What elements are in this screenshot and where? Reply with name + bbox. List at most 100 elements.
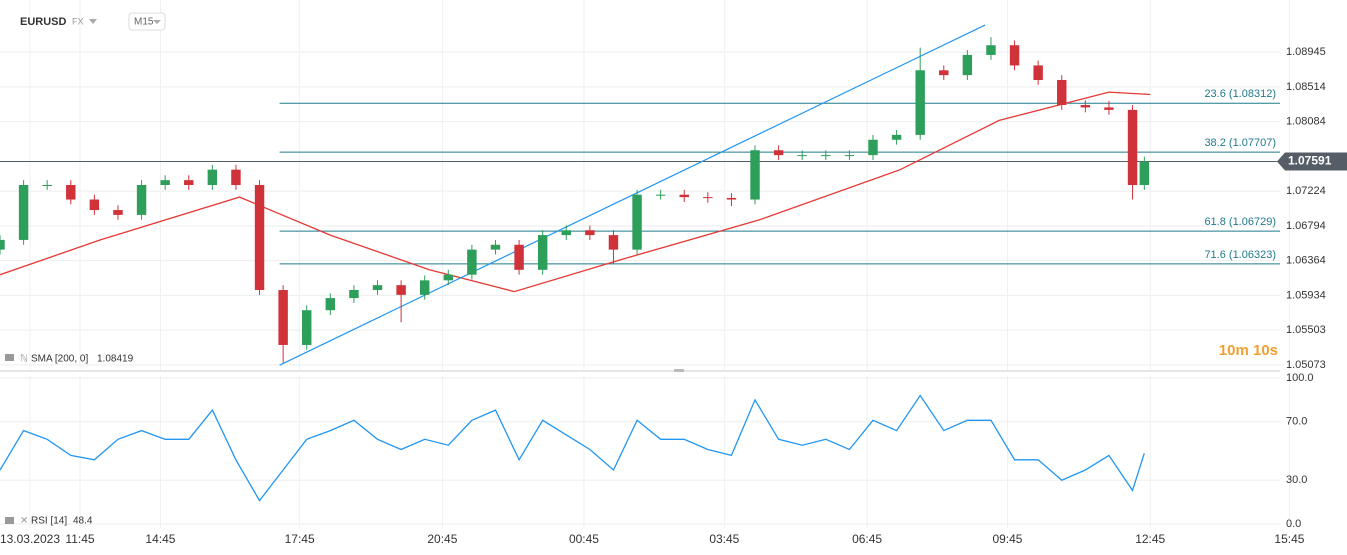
- candle-body: [726, 197, 737, 200]
- y-tick-label: 1.08945: [1286, 46, 1326, 58]
- x-tick-label: 15:45: [1274, 532, 1304, 546]
- candle-body: [113, 210, 123, 215]
- x-tick-label: 17:45: [285, 532, 315, 546]
- candle-body: [1009, 45, 1020, 66]
- countdown: 10m 10s: [1219, 342, 1278, 359]
- candle-body: [537, 235, 548, 270]
- panel-handle[interactable]: [674, 369, 684, 372]
- candle-body: [467, 249, 477, 275]
- candle-body: [585, 230, 595, 236]
- fib-label: 61.8 (1.06729): [1204, 216, 1276, 228]
- candle-body: [349, 290, 359, 299]
- y-tick-label: 30.0: [1286, 474, 1307, 486]
- x-tick-label: 20:45: [427, 532, 457, 546]
- y-tick-label: 1.05503: [1286, 324, 1326, 336]
- candle-body: [396, 285, 406, 295]
- candle-body: [1033, 65, 1043, 80]
- candle-body: [278, 290, 288, 345]
- y-tick-label: 1.06794: [1286, 220, 1326, 232]
- y-tick-label: 1.05934: [1286, 289, 1326, 301]
- candle-body: [561, 230, 571, 236]
- candle-body: [632, 194, 642, 250]
- timeframe[interactable]: M15: [134, 17, 154, 28]
- sma-label: SMA [200, 0]: [31, 354, 88, 365]
- candle-body: [443, 274, 454, 281]
- market: FX: [72, 16, 84, 26]
- candle-body: [18, 185, 29, 240]
- y-tick-label: 0.0: [1286, 518, 1301, 530]
- dropdown-arrow[interactable]: [153, 20, 161, 24]
- x-tick-label: 00:45: [569, 532, 599, 546]
- candle-body: [325, 298, 336, 311]
- x-tick-label: 09:45: [992, 532, 1022, 546]
- y-tick-label: 100.0: [1286, 372, 1314, 384]
- candle-body: [372, 285, 383, 291]
- x-tick-label: 13.03.2023: [0, 532, 60, 546]
- timeframe-box[interactable]: [128, 12, 166, 31]
- candle-body: [490, 244, 501, 250]
- candle-body: [0, 239, 5, 250]
- y-tick-label: 1.07224: [1286, 185, 1326, 197]
- fib-label: 23.6 (1.08312): [1204, 88, 1276, 100]
- candle-body: [66, 185, 76, 200]
- candle-body: [136, 185, 147, 215]
- x-tick-label: 03:45: [709, 532, 739, 546]
- fib-label: 71.6 (1.06323): [1204, 249, 1276, 261]
- candle-body: [962, 54, 973, 76]
- candle-body: [42, 185, 52, 186]
- rsi-value: 48.4: [73, 516, 93, 527]
- candle-body: [1080, 105, 1091, 108]
- candle-body: [703, 197, 713, 199]
- indicator-icon[interactable]: ℕ: [20, 354, 28, 365]
- candle-body: [1057, 79, 1067, 106]
- candle-body: [1127, 109, 1138, 185]
- candle-body: [254, 185, 265, 291]
- sma-value: 1.08419: [97, 354, 134, 365]
- candle-body: [207, 169, 218, 185]
- x-tick-label: 06:45: [852, 532, 882, 546]
- candle-body: [915, 70, 925, 135]
- candle-body: [302, 310, 312, 345]
- candle-body: [1104, 107, 1114, 110]
- rsi-label: RSI [14]: [31, 516, 67, 527]
- candle-body: [891, 134, 902, 140]
- candle-body: [773, 150, 784, 156]
- candle-body: [231, 169, 241, 185]
- y-tick-label: 1.05073: [1286, 359, 1326, 371]
- candle-body: [679, 194, 689, 198]
- candle-body: [939, 70, 949, 76]
- y-tick-label: 1.08084: [1286, 116, 1326, 128]
- indicator-icon[interactable]: ✕: [20, 516, 28, 527]
- symbol[interactable]: EURUSD: [20, 16, 67, 28]
- indicator-icon[interactable]: [5, 517, 14, 524]
- last-price-label: 1.07591: [1288, 154, 1332, 168]
- candle-body: [844, 155, 855, 157]
- dropdown-arrow[interactable]: [89, 19, 97, 24]
- y-tick-label: 1.06364: [1286, 255, 1326, 267]
- candle-body: [89, 199, 100, 211]
- candle-body: [821, 155, 831, 157]
- candle-body: [797, 155, 807, 157]
- candle-body: [419, 280, 430, 295]
- indicator-line: [0, 394, 1145, 502]
- indicator-icon[interactable]: [5, 354, 14, 361]
- x-tick-label: 11:45: [65, 532, 94, 546]
- fib-label: 38.2 (1.07707): [1204, 137, 1276, 149]
- y-tick-label: 70.0: [1286, 416, 1307, 428]
- candle-body: [986, 45, 996, 55]
- sma-line: [0, 91, 1151, 293]
- candle-body: [1139, 161, 1150, 185]
- candle-body: [184, 180, 194, 185]
- candle-body: [514, 244, 524, 270]
- x-tick-label: 14:45: [145, 532, 175, 546]
- candle-body: [160, 180, 170, 185]
- last-price-box: [1277, 152, 1347, 171]
- x-tick-label: 12:45: [1135, 532, 1165, 546]
- candle-body: [655, 194, 666, 196]
- candle-body: [750, 150, 760, 200]
- candle-body: [868, 139, 878, 156]
- y-tick-label: 1.08514: [1286, 81, 1326, 93]
